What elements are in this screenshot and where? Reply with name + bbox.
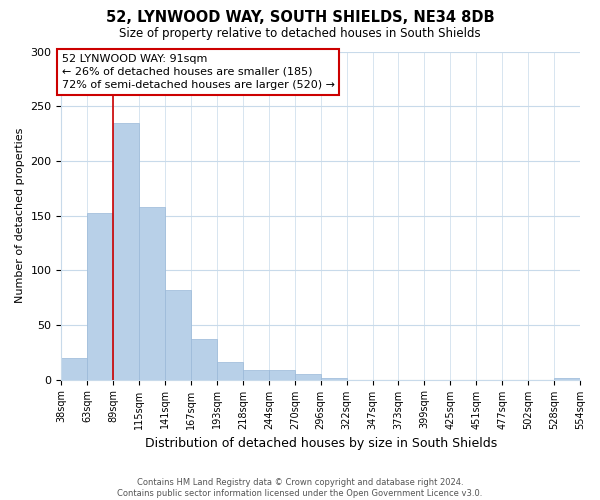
Bar: [139, 207, 165, 380]
Text: Contains HM Land Registry data © Crown copyright and database right 2024.
Contai: Contains HM Land Registry data © Crown c…: [118, 478, 482, 498]
Y-axis label: Number of detached properties: Number of detached properties: [15, 128, 25, 303]
Bar: [243, 370, 269, 380]
Bar: [165, 290, 191, 380]
Bar: [88, 214, 113, 380]
Bar: [321, 378, 347, 380]
Text: 52, LYNWOOD WAY, SOUTH SHIELDS, NE34 8DB: 52, LYNWOOD WAY, SOUTH SHIELDS, NE34 8DB: [106, 10, 494, 25]
Text: 52 LYNWOOD WAY: 91sqm
← 26% of detached houses are smaller (185)
72% of semi-det: 52 LYNWOOD WAY: 91sqm ← 26% of detached …: [62, 54, 335, 90]
X-axis label: Distribution of detached houses by size in South Shields: Distribution of detached houses by size …: [145, 437, 497, 450]
Bar: [269, 370, 295, 380]
Bar: [295, 374, 321, 380]
Bar: [554, 378, 580, 380]
Bar: [191, 339, 217, 380]
Bar: [113, 122, 139, 380]
Bar: [61, 358, 88, 380]
Text: Size of property relative to detached houses in South Shields: Size of property relative to detached ho…: [119, 28, 481, 40]
Bar: [217, 362, 243, 380]
